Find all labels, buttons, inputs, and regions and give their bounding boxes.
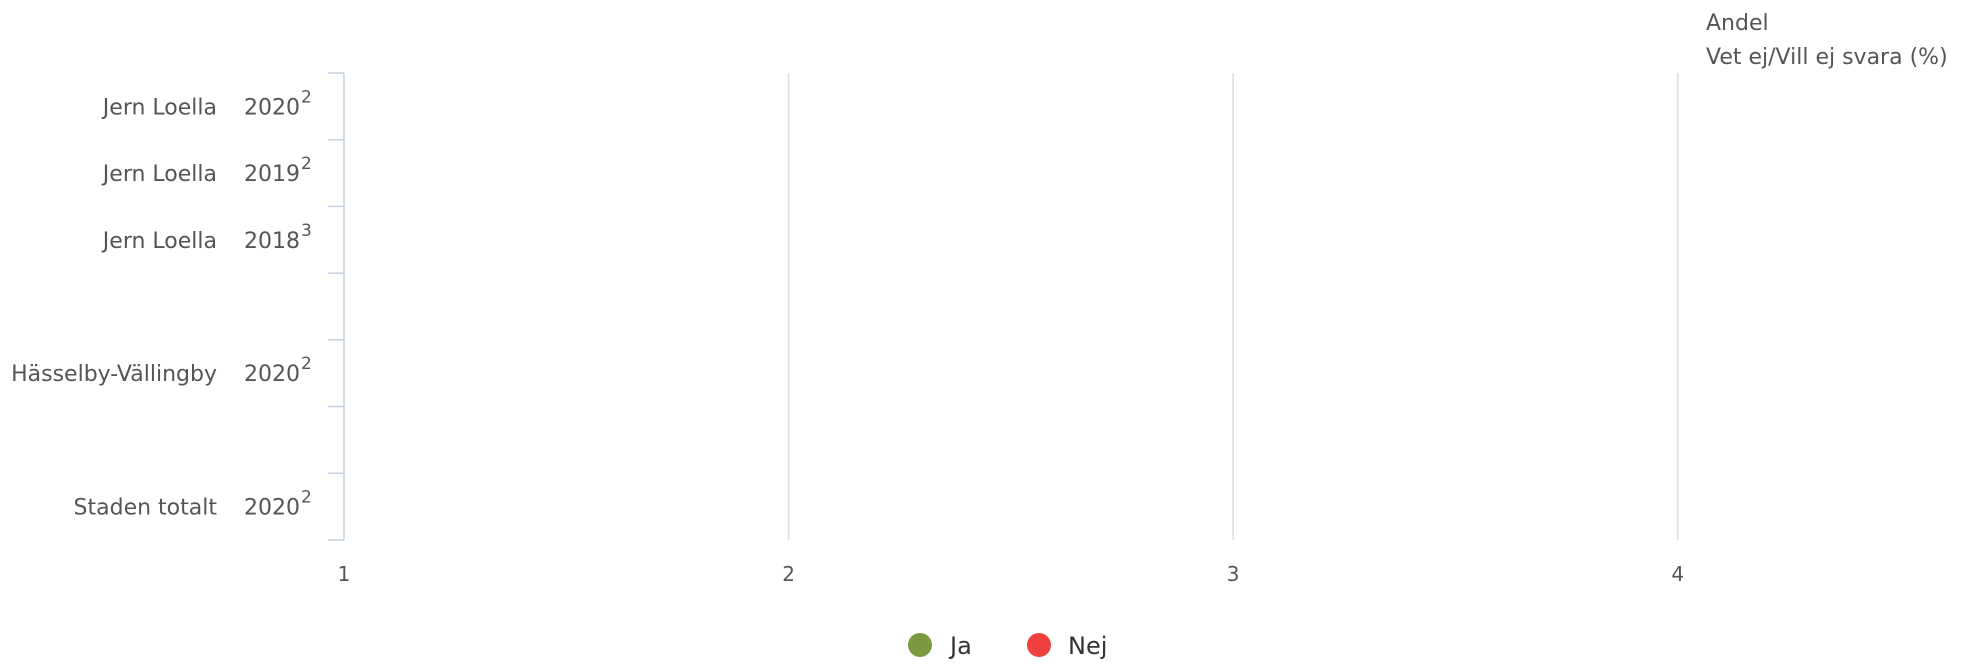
x-tick-label: 1 <box>338 562 351 586</box>
legend-label-nej: Nej <box>1068 632 1107 660</box>
x-tick-label: 4 <box>1671 562 1684 586</box>
legend-marker-ja <box>908 633 932 657</box>
legend: Ja Nej <box>908 632 1107 660</box>
category-year-label: 2020 <box>244 496 300 521</box>
category-year-label: 2018 <box>244 229 300 254</box>
category-footnote-marker: 2 <box>301 354 312 374</box>
legend-item-ja[interactable]: Ja <box>908 632 972 660</box>
category-footnote-marker: 2 <box>301 488 312 508</box>
category-label: Jern Loella <box>101 162 217 187</box>
y-axis <box>328 72 345 541</box>
grid-lines <box>787 73 1679 540</box>
x-tick-label: 3 <box>1227 562 1240 586</box>
chart-title: Andel <box>1706 11 1769 36</box>
x-axis-tick-labels: 1 2 3 4 <box>338 562 1684 586</box>
category-year-label: 2020 <box>244 362 300 387</box>
category-footnote-marker: 2 <box>301 154 312 174</box>
category-label: Jern Loella <box>101 229 217 254</box>
category-label: Jern Loella <box>101 95 217 120</box>
legend-marker-nej <box>1027 633 1051 657</box>
category-year-label: 2019 <box>244 162 300 187</box>
category-label: Staden totalt <box>74 496 218 521</box>
category-year-label: 2020 <box>244 95 300 120</box>
legend-item-nej[interactable]: Nej <box>1027 632 1107 660</box>
x-tick-label: 2 <box>782 562 795 586</box>
chart-title-block: Andel Vet ej/Vill ej svara (%) <box>1706 11 1948 70</box>
legend-label-ja: Ja <box>948 632 972 660</box>
category-footnote-marker: 2 <box>301 87 312 107</box>
category-footnote-marker: 3 <box>301 221 312 241</box>
chart-subtitle: Vet ej/Vill ej svara (%) <box>1706 45 1948 70</box>
category-label: Hässelby-Vällingby <box>11 362 217 387</box>
